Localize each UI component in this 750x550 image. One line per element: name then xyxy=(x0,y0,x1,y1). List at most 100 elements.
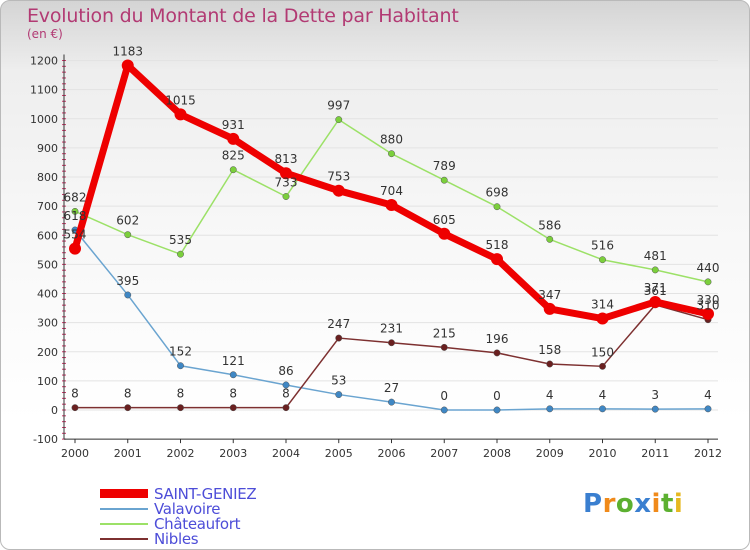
y-tick-label: 1100 xyxy=(30,84,58,97)
x-tick-label: 2000 xyxy=(61,447,89,460)
data-label: 605 xyxy=(433,213,456,227)
data-label: 535 xyxy=(169,233,192,247)
data-point xyxy=(335,391,343,399)
data-label: 682 xyxy=(64,190,87,204)
y-tick-label: 700 xyxy=(37,200,58,213)
data-label: 997 xyxy=(327,99,350,113)
data-label: 152 xyxy=(169,345,192,359)
x-tick-label: 2008 xyxy=(483,447,511,460)
data-label: 121 xyxy=(222,354,245,368)
data-point xyxy=(388,339,395,347)
data-point xyxy=(282,193,290,200)
legend-swatch xyxy=(100,489,148,498)
y-tick-label: 1000 xyxy=(30,113,58,126)
y-tick-label: 800 xyxy=(37,171,58,184)
chart-title: Evolution du Montant de la Dette par Hab… xyxy=(27,5,459,27)
data-label: 27 xyxy=(384,381,399,395)
data-point xyxy=(71,404,79,412)
data-point xyxy=(493,203,501,211)
data-label: 196 xyxy=(486,332,509,346)
logo-letter: P xyxy=(583,489,603,519)
x-tick-label: 2003 xyxy=(219,447,247,460)
data-label: 554 xyxy=(64,228,87,242)
data-label: 704 xyxy=(380,184,403,198)
data-point xyxy=(599,256,606,264)
data-label: 753 xyxy=(327,170,350,184)
x-tick-label: 2006 xyxy=(378,447,406,460)
proxiti-logo: Proxiti xyxy=(583,489,683,519)
data-label: 880 xyxy=(380,133,403,147)
data-point xyxy=(651,266,659,274)
data-label: 8 xyxy=(282,387,290,401)
data-label: 361 xyxy=(644,284,667,298)
data-label: 247 xyxy=(327,317,350,331)
data-point xyxy=(335,116,343,124)
y-tick-label: 600 xyxy=(37,229,58,242)
y-tick-label: 400 xyxy=(37,288,58,301)
legend-swatch xyxy=(100,507,148,510)
x-tick-label: 2007 xyxy=(430,447,458,460)
data-label: 215 xyxy=(433,326,456,340)
data-label: 86 xyxy=(278,364,293,378)
data-point xyxy=(493,406,501,414)
data-point xyxy=(124,404,132,412)
logo-letter: i xyxy=(673,489,684,519)
y-tick-label: 1200 xyxy=(30,55,58,68)
data-point xyxy=(335,334,343,342)
data-label: 8 xyxy=(177,387,185,401)
data-point xyxy=(177,404,184,412)
legend-item-valavoire: Valavoire xyxy=(100,500,256,518)
data-label: 586 xyxy=(538,218,561,232)
data-label: 8 xyxy=(229,387,237,401)
logo-letter: i xyxy=(651,489,661,519)
x-tick-label: 2012 xyxy=(694,447,722,460)
data-point xyxy=(124,231,132,239)
data-label: 440 xyxy=(697,261,720,275)
data-label: 3 xyxy=(651,388,659,402)
data-point xyxy=(704,405,712,413)
data-point xyxy=(599,405,606,413)
y-tick-label: 0 xyxy=(51,404,58,417)
x-tick-label: 2004 xyxy=(272,447,300,460)
logo-letter: o xyxy=(615,489,635,519)
legend-label: Nibles xyxy=(154,529,199,548)
data-point xyxy=(491,253,503,266)
data-point xyxy=(649,295,662,308)
data-point xyxy=(438,227,451,240)
legend-swatch xyxy=(100,537,148,540)
data-point xyxy=(282,404,290,412)
data-point xyxy=(229,166,237,174)
y-tick-label: 100 xyxy=(37,375,58,388)
data-label: 518 xyxy=(486,238,509,252)
data-point xyxy=(385,198,398,211)
data-point xyxy=(229,404,237,412)
data-label: 698 xyxy=(486,186,509,200)
data-point xyxy=(440,343,448,351)
data-point xyxy=(704,278,712,286)
legend-item-chateaufort: Châteaufort xyxy=(100,515,256,533)
data-label: 150 xyxy=(591,345,614,359)
data-point xyxy=(177,250,184,258)
data-point xyxy=(71,207,79,215)
x-tick-label: 2009 xyxy=(536,447,564,460)
y-tick-label: 200 xyxy=(37,346,58,359)
legend-item-nibles: Nibles xyxy=(100,529,256,548)
data-label: 618 xyxy=(64,209,87,223)
data-label: 371 xyxy=(644,281,667,295)
data-label: 347 xyxy=(538,288,561,302)
data-point xyxy=(599,362,606,370)
data-label: 516 xyxy=(591,239,614,253)
data-point xyxy=(651,405,659,413)
data-point xyxy=(124,291,132,299)
data-point xyxy=(546,405,554,413)
x-tick-label: 2002 xyxy=(167,447,195,460)
data-point xyxy=(174,108,187,121)
data-point xyxy=(493,349,501,357)
logo-letter: t xyxy=(660,489,674,519)
data-point xyxy=(69,242,81,255)
data-label: 602 xyxy=(116,214,139,228)
data-point xyxy=(227,132,240,145)
data-label: 314 xyxy=(591,298,614,312)
